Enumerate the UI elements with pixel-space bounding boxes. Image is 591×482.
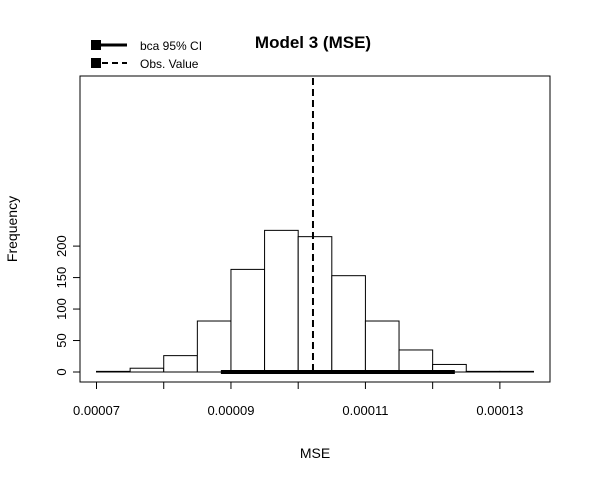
y-tick-label: 100 [54,298,69,320]
x-tick-label: 0.00009 [207,403,254,418]
histogram-bar [96,370,131,373]
histogram-bar [499,370,534,373]
x-tick-label: 0.00007 [73,403,120,418]
y-tick-label: 150 [54,267,69,289]
legend-label-obs: Obs. Value [140,57,199,71]
histogram-bar [364,320,400,373]
y-axis-label: Frequency [4,196,20,262]
chart-title: Model 3 (MSE) [255,33,371,52]
histogram-bar [230,268,266,373]
histogram-bar [331,275,366,373]
y-tick-label: 50 [54,333,69,347]
x-tick-label: 0.00011 [342,403,388,418]
histogram-bar [264,229,299,373]
legend-label-ci: bca 95% CI [140,39,202,53]
y-tick-label: 0 [54,368,69,375]
x-axis: 0.00007 0.00009 0.00011 0.00013 [73,381,523,418]
x-tick-label: 0.00013 [476,403,523,418]
overlays [220,78,455,374]
legend-marker-obs [91,58,101,68]
y-tick-label: 200 [54,235,69,257]
histogram-bar [297,236,333,373]
histogram-bar [398,349,434,373]
histogram-bar [196,320,232,373]
legend-marker-ci [91,40,101,50]
legend: bca 95% CI Obs. Value [91,39,202,71]
histogram-bar [465,370,501,373]
histogram-bars [96,229,534,373]
y-axis: 0 50 100 150 200 [54,235,81,376]
histogram-bar [163,355,198,373]
histogram-bar [129,367,165,373]
x-axis-label: MSE [300,445,330,461]
